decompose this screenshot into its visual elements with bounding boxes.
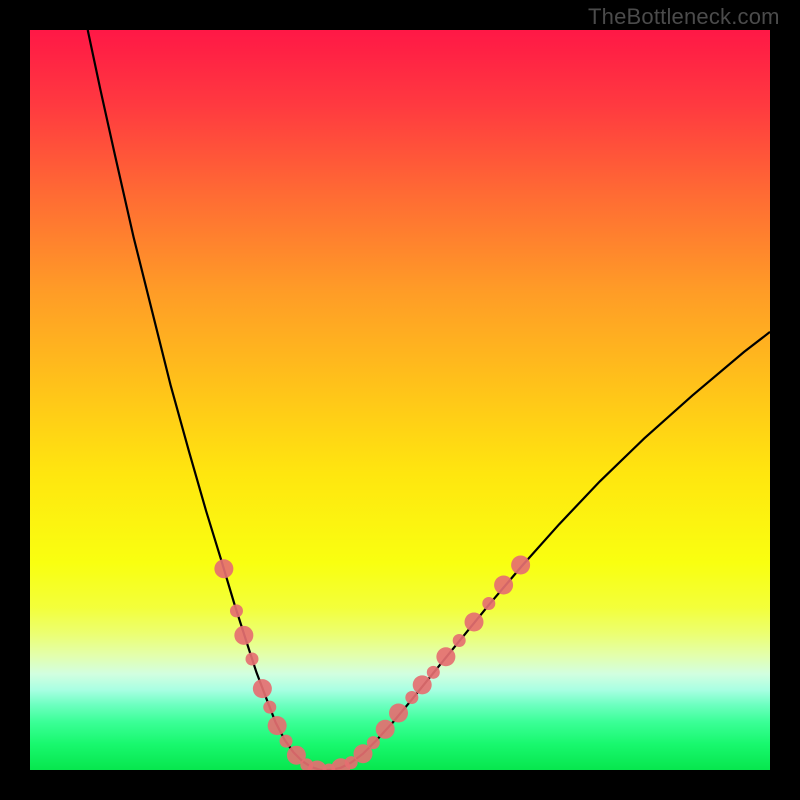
data-marker — [214, 559, 233, 578]
data-marker — [230, 604, 243, 617]
data-marker — [234, 626, 253, 645]
data-marker — [280, 735, 293, 748]
gradient-background — [30, 30, 770, 770]
data-marker — [465, 613, 484, 632]
data-marker — [511, 556, 530, 575]
data-marker — [413, 675, 432, 694]
data-marker — [427, 666, 440, 679]
data-marker — [246, 653, 259, 666]
data-marker — [453, 634, 466, 647]
data-marker — [367, 736, 380, 749]
data-marker — [482, 597, 495, 610]
data-marker — [405, 691, 418, 704]
data-marker — [376, 720, 395, 739]
watermark-text: TheBottleneck.com — [588, 4, 780, 30]
data-marker — [494, 576, 513, 595]
data-marker — [263, 701, 276, 714]
data-marker — [389, 704, 408, 723]
data-marker — [436, 647, 455, 666]
bottleneck-chart — [0, 0, 800, 800]
data-marker — [268, 716, 287, 735]
data-marker — [253, 679, 272, 698]
